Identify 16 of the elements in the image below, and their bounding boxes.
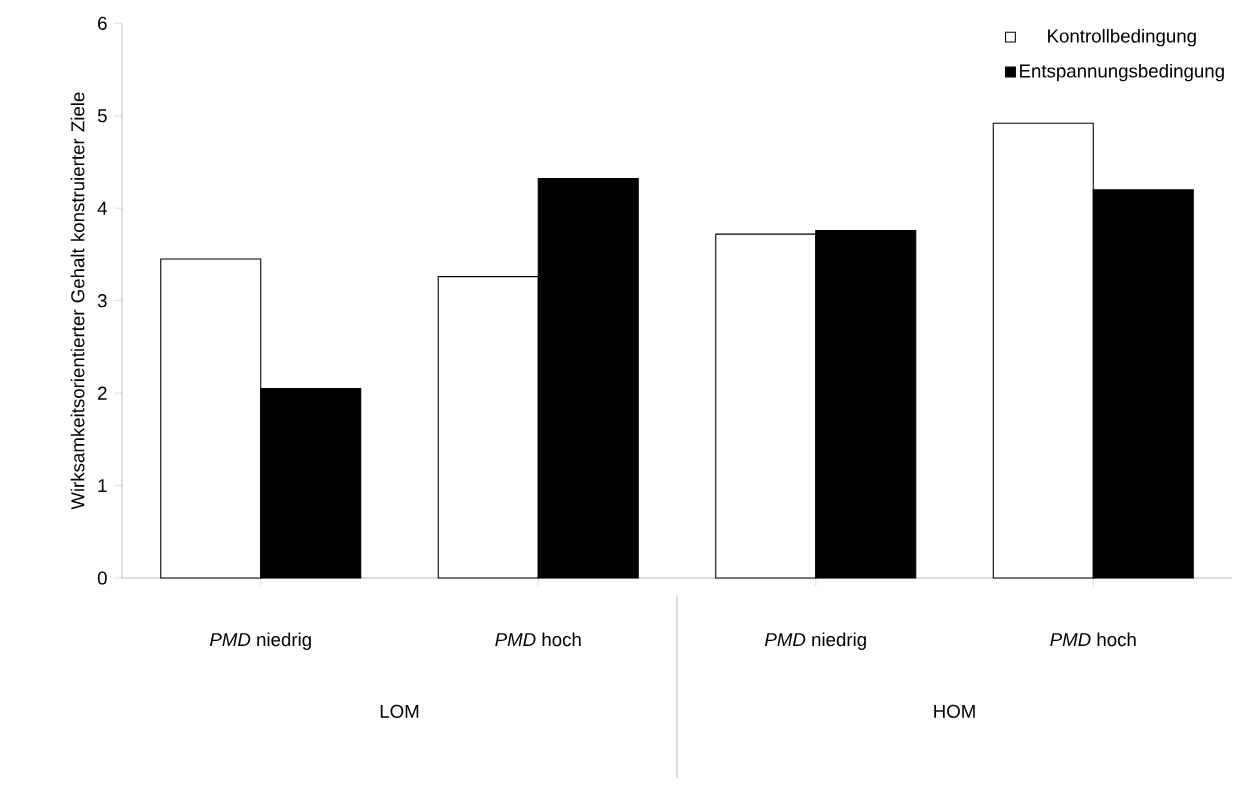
x-tick-label: PMD niedrig: [209, 632, 311, 650]
text: HOM: [934, 704, 975, 718]
legend-label: Kontrollbedingung: [1048, 28, 1196, 47]
x-tick-label: PMD hoch: [495, 632, 581, 647]
y-tick-label: 2: [98, 386, 107, 400]
legend-label: Entspannungsbedingung: [1020, 63, 1224, 82]
y-tick-label: 1: [98, 479, 107, 492]
y-tick-label: 5: [97, 109, 107, 123]
y-axis-title: Wirksamkeitsorientierter Gehalt konstruierter Ziele: [70, 92, 85, 510]
y-tick-label: 3: [97, 294, 107, 308]
y-tick-label: 6: [98, 16, 107, 30]
x-tick-label: PMD hoch: [1050, 632, 1136, 647]
y-tick-label: 4: [97, 201, 107, 215]
x-tick-label: PMD niedrig: [764, 632, 866, 650]
text: LOM: [380, 704, 419, 718]
y-tick-label: 0: [97, 571, 107, 585]
